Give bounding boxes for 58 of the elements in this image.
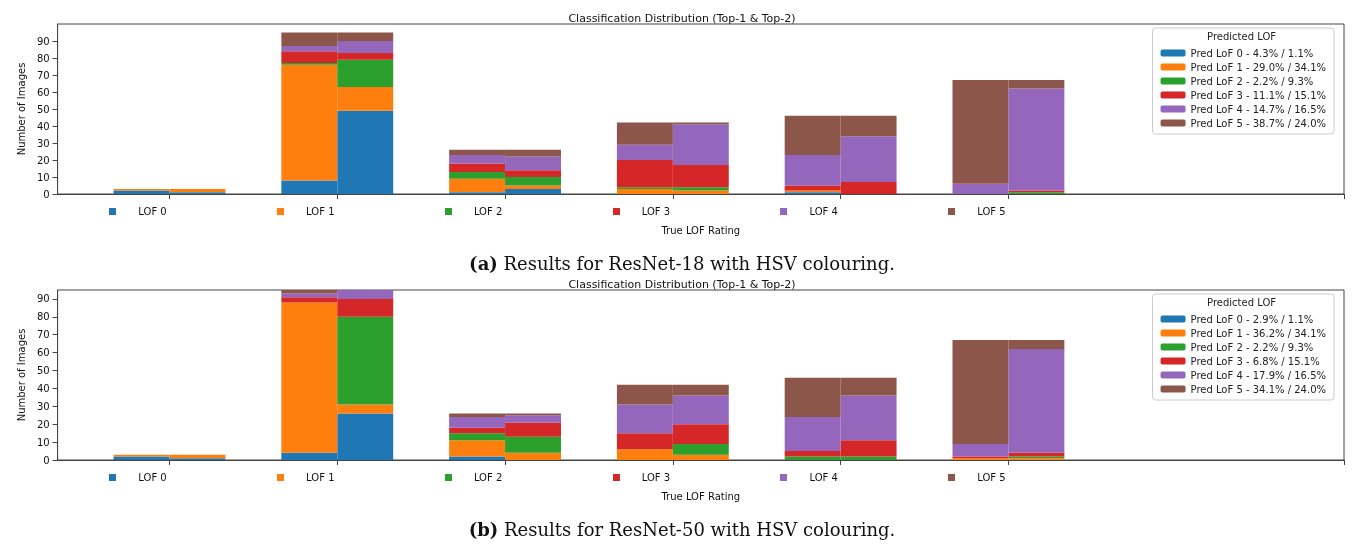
- legend-label: Pred LoF 5 - 34.1% / 24.0%: [1190, 383, 1327, 395]
- legend-label: Pred LoF 2 - 2.2% / 9.3%: [1190, 341, 1314, 353]
- legend-label: Pred LoF 1 - 29.0% / 34.1%: [1190, 61, 1327, 73]
- text: (b) Results for ResNet-50 with HSV colouring.: [468, 518, 896, 540]
- bar: [337, 316, 394, 405]
- x-tick-label: LOF 4: [809, 205, 838, 217]
- x-tick-label: LOF 3: [641, 205, 671, 217]
- x-axis-title: True LOF Rating: [660, 224, 741, 236]
- x-tick-label: LOF 2: [473, 471, 503, 483]
- y-tick-label: 10: [36, 171, 50, 183]
- legend-label: Pred LoF 0 - 4.3% / 1.1%: [1190, 47, 1314, 59]
- y-tick-label: 70: [36, 329, 50, 341]
- y-tick-label: 50: [36, 365, 50, 377]
- bar: [449, 456, 506, 460]
- text: (a) Results for ResNet-18 with HSV colouring.: [469, 252, 895, 274]
- bar: [672, 443, 729, 455]
- legend-label: Pred LoF 1 - 36.2% / 34.1%: [1190, 327, 1327, 339]
- x-tick-label: LOF 1: [306, 205, 335, 217]
- y-tick-label: 0: [43, 454, 50, 466]
- chart-title: Classification Distribution (Top-1 & Top-2): [568, 278, 796, 291]
- y-tick-label: 50: [36, 103, 50, 115]
- x-tick-label: LOF 2: [473, 205, 503, 217]
- y-axis-title: Number of Images: [15, 62, 27, 156]
- x-tick-label: LOF 0: [138, 205, 167, 217]
- y-tick-label: 60: [36, 347, 50, 359]
- y-tick-label: 90: [36, 293, 50, 305]
- legend-label: Pred LoF 0 - 2.9% / 1.1%: [1190, 313, 1314, 325]
- y-tick-label: 20: [36, 418, 50, 430]
- y-tick-label: 80: [36, 311, 50, 323]
- legend-label: Pred LoF 3 - 6.8% / 15.1%: [1190, 355, 1320, 367]
- y-tick-label: 70: [36, 69, 50, 81]
- x-tick-label: LOF 1: [306, 471, 335, 483]
- y-tick-label: 20: [36, 154, 50, 166]
- y-tick-label: 30: [36, 400, 50, 412]
- legend-title: Predicted LOF: [1207, 296, 1277, 308]
- y-tick-label: 90: [36, 35, 50, 47]
- chart-title: Classification Distribution (Top-1 & Top-2): [568, 12, 796, 25]
- x-tick-label: LOF 4: [809, 471, 838, 483]
- y-tick-label: 40: [36, 382, 50, 394]
- y-axis-title: Number of Images: [15, 328, 27, 422]
- y-tick-label: 10: [36, 436, 50, 448]
- x-tick-label: LOF 0: [138, 471, 167, 483]
- y-tick-label: 40: [36, 120, 50, 132]
- x-tick-label: LOF 5: [977, 471, 1006, 483]
- bar: [281, 290, 338, 294]
- legend-label: Pred LoF 5 - 38.7% / 24.0%: [1190, 117, 1327, 129]
- y-tick-label: 30: [36, 137, 50, 149]
- legend-label: Pred LoF 4 - 14.7% / 16.5%: [1190, 103, 1327, 115]
- legend-label: Pred LoF 2 - 2.2% / 9.3%: [1190, 75, 1314, 87]
- y-tick-label: 60: [36, 86, 50, 98]
- y-tick-label: 0: [43, 188, 50, 200]
- y-tick-label: 80: [36, 52, 50, 64]
- x-tick-label: LOF 5: [977, 205, 1006, 217]
- legend-label: Pred LoF 4 - 17.9% / 16.5%: [1190, 369, 1327, 381]
- legend-title: Predicted LOF: [1207, 30, 1277, 42]
- x-tick-label: LOF 3: [641, 471, 671, 483]
- x-axis-title: True LOF Rating: [660, 490, 741, 502]
- legend-label: Pred LoF 3 - 11.1% / 15.1%: [1190, 89, 1327, 101]
